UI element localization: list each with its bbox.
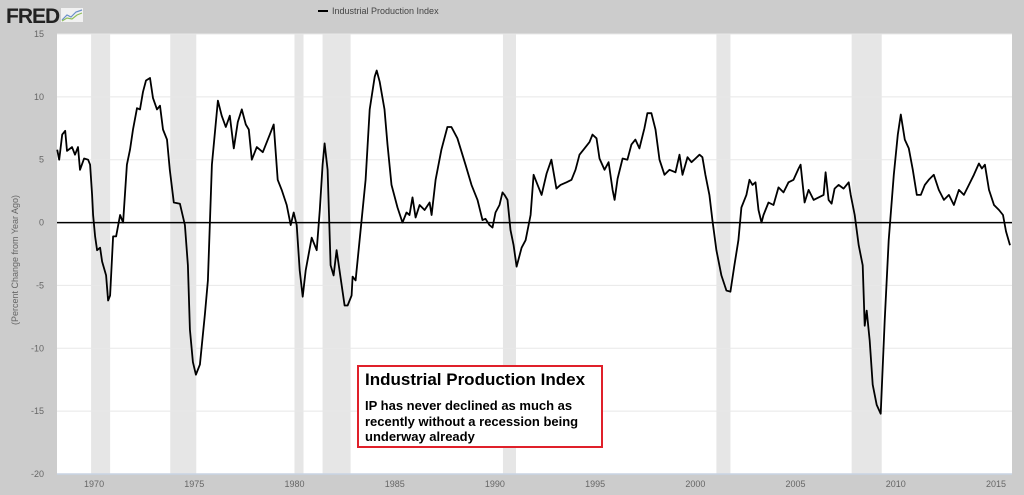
legend-swatch <box>318 10 328 12</box>
y-tick-label: -15 <box>31 406 44 416</box>
x-tick-label: 1975 <box>184 479 204 489</box>
y-tick-label: 0 <box>39 218 44 228</box>
annotation-box: Industrial Production Index IP has never… <box>357 365 603 448</box>
x-tick-label: 1980 <box>284 479 304 489</box>
x-tick-label: 2005 <box>786 479 806 489</box>
recession-band <box>502 34 516 474</box>
series-line-industrial-production-index <box>56 69 1011 415</box>
recession-band <box>716 34 731 474</box>
x-tick-labels: 1970 1975 1980 1985 1990 1995 2000 2005 2010 2015 <box>84 479 1006 489</box>
y-tick-label: -5 <box>36 280 44 290</box>
annotation-text: IP has never declined as much as recentl… <box>365 398 579 445</box>
x-tick-label: 1990 <box>485 479 505 489</box>
y-axis-label: (Percent Change from Year Ago) <box>10 194 20 326</box>
y-tick-label: -10 <box>31 343 44 353</box>
line-chart-icon <box>61 8 84 22</box>
legend-label: Industrial Production Index <box>332 6 439 16</box>
y-tick-label: 10 <box>34 92 44 102</box>
logo-text: FRED <box>6 5 60 28</box>
y-tick-label: 5 <box>39 155 44 165</box>
x-tick-label: 2000 <box>685 479 705 489</box>
annotation-title: Industrial Production Index <box>365 370 586 389</box>
y-tick-label: 15 <box>34 29 44 39</box>
legend: Industrial Production Index <box>318 6 439 16</box>
y-tick-label: -20 <box>31 469 44 479</box>
x-tick-label: 2010 <box>886 479 906 489</box>
fred-logo[interactable]: FRED <box>6 5 84 29</box>
recession-band <box>170 34 197 474</box>
gridlines <box>57 33 1012 412</box>
recession-bands <box>91 34 882 474</box>
y-tick-labels: -20 -15 -10 -5 0 5 10 15 <box>31 29 44 479</box>
x-tick-label: 1995 <box>585 479 605 489</box>
x-tick-label: 2015 <box>986 479 1006 489</box>
x-tick-label: 1985 <box>385 479 405 489</box>
x-tick-label: 1970 <box>84 479 104 489</box>
